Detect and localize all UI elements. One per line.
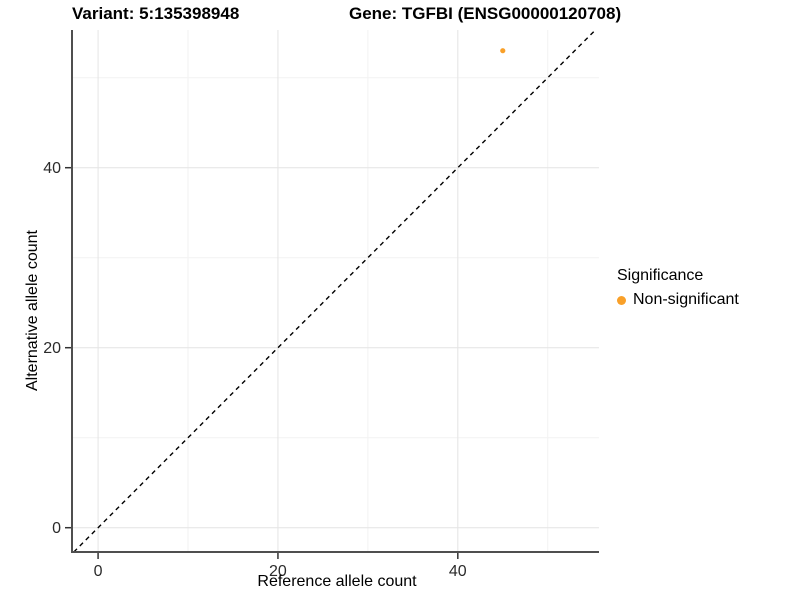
legend-title: Significance — [617, 267, 704, 284]
legend: Significance Non-significant — [617, 266, 739, 310]
legend-item-label: Non-significant — [633, 291, 739, 308]
y-tick-label: 0 — [52, 520, 61, 537]
legend-key-dot — [617, 295, 626, 305]
y-tick-label: 40 — [43, 160, 61, 177]
x-tick-label: 20 — [269, 563, 287, 580]
plot-title-gene: Gene: TGFBI (ENSG00000120708) — [349, 4, 622, 23]
plot-title-variant: Variant: 5:135398948 — [72, 4, 240, 23]
legend-item-non-significant: Non-significant — [617, 290, 739, 310]
identity-line — [73, 29, 596, 553]
y-tick-label: 20 — [43, 340, 61, 357]
x-tick-label: 40 — [449, 563, 467, 580]
x-axis-title: Reference allele count — [257, 573, 417, 590]
data-point — [500, 48, 506, 54]
x-tick-label: 0 — [94, 563, 103, 580]
